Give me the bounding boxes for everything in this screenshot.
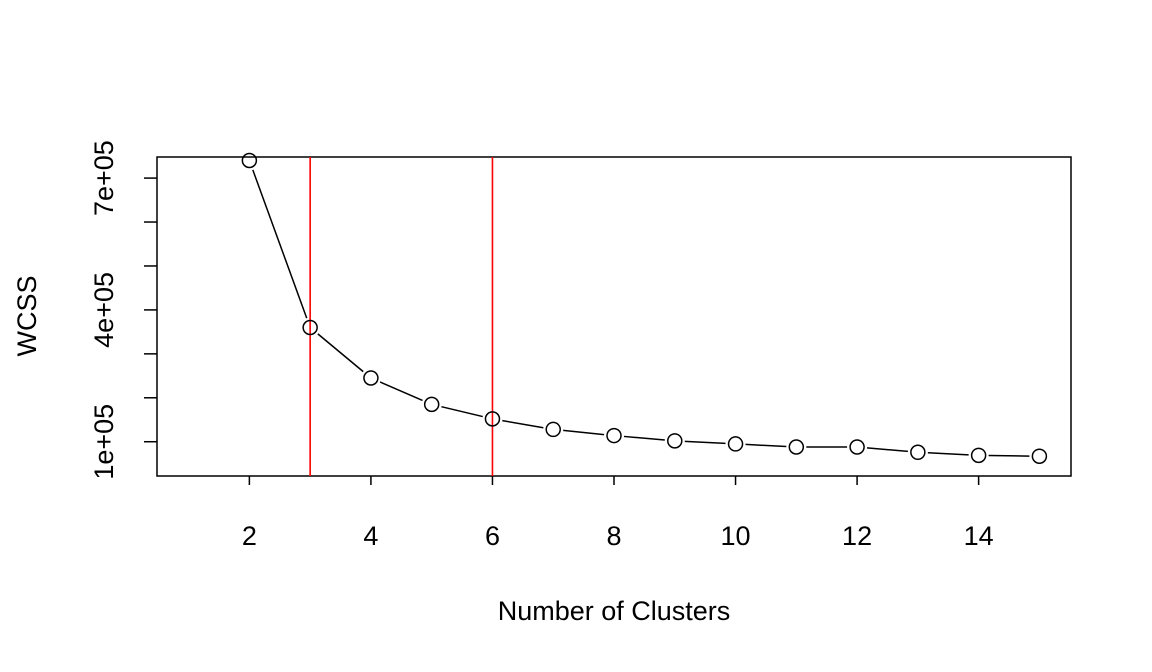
data-point-k8 — [606, 427, 622, 444]
data-point-k9 — [667, 433, 683, 449]
series-segment — [623, 435, 665, 441]
series-segment — [866, 447, 908, 453]
x-axis: 2 4 6 8 10 12 14 — [242, 476, 994, 551]
data-point-k4 — [363, 370, 379, 386]
series-segment — [927, 452, 969, 456]
data-point-k5 — [423, 396, 440, 413]
x-tick-label: 10 — [721, 521, 751, 551]
x-tick-label: 12 — [842, 521, 872, 551]
data-point-k3 — [302, 319, 318, 336]
data-point-k12 — [849, 439, 865, 455]
reference-lines — [309, 157, 494, 476]
x-tick-label: 4 — [363, 521, 378, 551]
y-axis-title: WCSS — [12, 276, 42, 357]
data-point-k13 — [910, 444, 926, 461]
x-tick-label: 14 — [964, 521, 994, 551]
x-axis-title: Number of Clusters — [498, 596, 731, 626]
y-tick-label: 1e+05 — [89, 404, 119, 480]
data-point-k15 — [1031, 448, 1048, 464]
x-tick-label: 2 — [242, 521, 257, 551]
data-point-k14 — [970, 447, 987, 464]
y-axis: 1e+05 4e+05 7e+05 — [89, 140, 157, 480]
series-group — [241, 152, 1048, 464]
series-segment — [441, 405, 483, 418]
data-point-k11 — [788, 439, 805, 455]
series-segment — [684, 440, 726, 445]
data-point-k2 — [241, 152, 258, 169]
x-tick-label: 6 — [485, 521, 500, 551]
series-segment — [502, 419, 544, 429]
x-tick-label: 8 — [606, 521, 621, 551]
data-point-k10 — [727, 436, 744, 452]
series-segment — [563, 429, 605, 436]
y-tick-label: 4e+05 — [89, 272, 119, 348]
series-segment — [317, 333, 364, 373]
data-point-k6 — [484, 411, 501, 427]
series-segment — [745, 443, 787, 448]
series-segment — [379, 381, 423, 402]
series-segment — [988, 454, 1030, 457]
y-tick-label: 7e+05 — [89, 140, 119, 216]
data-point-k7 — [545, 421, 561, 438]
series-segment — [252, 169, 308, 319]
